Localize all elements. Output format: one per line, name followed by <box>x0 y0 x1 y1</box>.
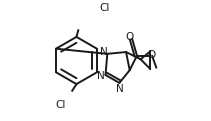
Text: N: N <box>97 71 105 81</box>
Text: Cl: Cl <box>99 4 110 13</box>
Text: O: O <box>125 32 133 42</box>
Text: O: O <box>148 50 156 60</box>
Text: N: N <box>116 84 124 94</box>
Text: Cl: Cl <box>55 100 66 110</box>
Text: N: N <box>100 47 108 57</box>
